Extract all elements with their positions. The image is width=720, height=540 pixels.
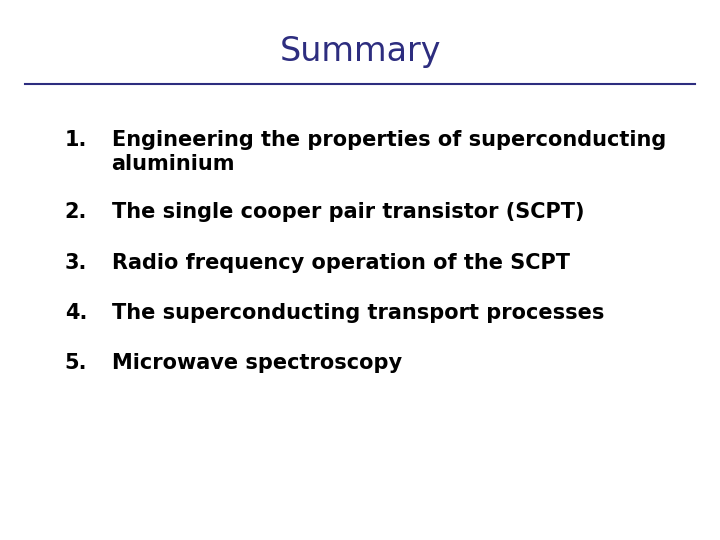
Text: 1.: 1. bbox=[65, 130, 87, 150]
Text: Engineering the properties of superconducting
aluminium: Engineering the properties of supercondu… bbox=[112, 130, 666, 173]
Text: 3.: 3. bbox=[65, 253, 87, 273]
Text: The single cooper pair transistor (SCPT): The single cooper pair transistor (SCPT) bbox=[112, 202, 584, 222]
Text: 4.: 4. bbox=[65, 303, 87, 323]
Text: Microwave spectroscopy: Microwave spectroscopy bbox=[112, 353, 402, 373]
Text: Summary: Summary bbox=[279, 35, 441, 68]
Text: The superconducting transport processes: The superconducting transport processes bbox=[112, 303, 604, 323]
Text: Radio frequency operation of the SCPT: Radio frequency operation of the SCPT bbox=[112, 253, 570, 273]
Text: 2.: 2. bbox=[65, 202, 87, 222]
Text: 5.: 5. bbox=[65, 353, 87, 373]
